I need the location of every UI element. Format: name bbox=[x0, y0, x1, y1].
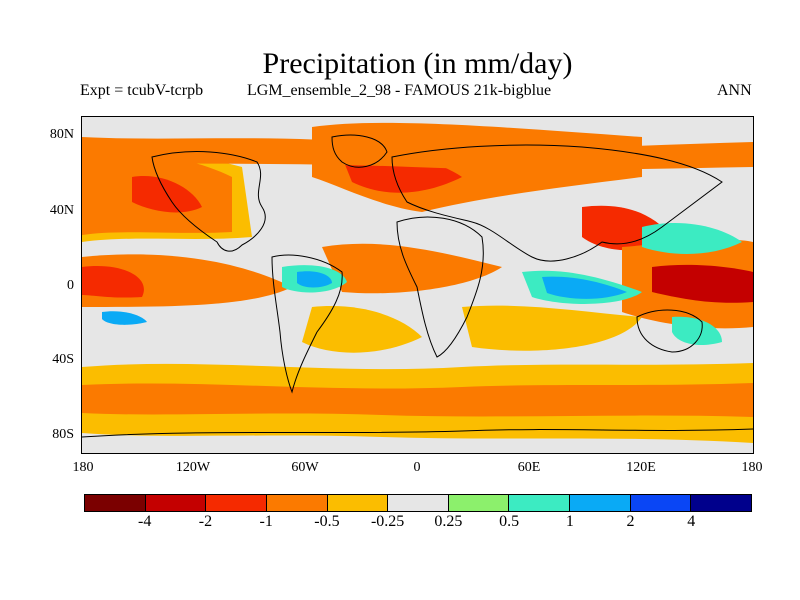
australia-outline bbox=[636, 309, 703, 353]
colorbar-tick-label: -0.25 bbox=[370, 513, 405, 530]
equatorial-atlantic-orange bbox=[322, 243, 502, 294]
colorbar-tick-label: -2 bbox=[198, 513, 213, 530]
colorbar-swatch bbox=[509, 495, 571, 511]
south-america-outline bbox=[271, 254, 343, 394]
lon-label-60e: 60E bbox=[517, 460, 541, 475]
colorbar-swatch bbox=[691, 495, 752, 511]
colorbar-tick-label: 4 bbox=[687, 513, 696, 530]
north-america-outline bbox=[151, 151, 266, 252]
lon-label-0: 0 bbox=[413, 460, 421, 475]
lon-label-60w: 60W bbox=[291, 460, 319, 475]
south-atlantic-orange bbox=[302, 306, 422, 353]
tropical-pacific-red bbox=[82, 266, 144, 298]
lat-label-0: 0 bbox=[67, 278, 74, 293]
indian-ocean-orange bbox=[462, 305, 642, 351]
colorbar-tick-label: -1 bbox=[259, 513, 273, 530]
colorbar-swatch bbox=[388, 495, 449, 511]
lon-label-120w: 120W bbox=[175, 460, 211, 475]
south-pacific-green bbox=[102, 311, 147, 325]
precipitation-map bbox=[81, 116, 754, 454]
season-label: ANN bbox=[717, 82, 752, 99]
map-title: Precipitation (in mm/day) bbox=[262, 47, 573, 80]
lat-label-80n: 80N bbox=[49, 127, 74, 142]
colorbar-swatch bbox=[85, 495, 146, 511]
colorbar-tick-label: 0.25 bbox=[434, 513, 463, 530]
colorbar-swatch bbox=[327, 495, 389, 511]
colorbar bbox=[84, 494, 752, 512]
colorbar-swatch bbox=[448, 495, 510, 511]
colorbar-tick-label: 1 bbox=[565, 513, 574, 530]
west-pacific-darkred-core bbox=[652, 264, 753, 303]
lon-label-180w: 180 bbox=[72, 460, 94, 475]
colorbar-tick-label: -0.5 bbox=[314, 513, 340, 530]
southern-ocean-red-band bbox=[82, 383, 753, 417]
colorbar-swatch bbox=[630, 495, 692, 511]
colorbar-swatch bbox=[145, 495, 207, 511]
colorbar-swatch bbox=[206, 495, 267, 511]
colorbar-tick-label: 2 bbox=[626, 513, 635, 530]
amazon-core-blue bbox=[297, 271, 332, 288]
south-indian-green bbox=[672, 316, 722, 346]
colorbar-tick-label: -4 bbox=[138, 513, 152, 530]
colorbar-swatch bbox=[266, 495, 328, 511]
north-pacific-green bbox=[642, 222, 742, 254]
lon-label-180e: 180 bbox=[741, 460, 763, 475]
subarctic-orange-belt bbox=[82, 137, 753, 170]
eurasia-outline bbox=[391, 144, 723, 262]
antarctica-outline bbox=[82, 428, 753, 438]
africa-outline bbox=[396, 216, 484, 358]
indian-ocean-core-blue bbox=[542, 276, 627, 299]
colorbar-swatch bbox=[570, 495, 631, 511]
ensemble-label: LGM_ensemble_2_98 - FAMOUS 21k-bigblue bbox=[247, 82, 552, 99]
lat-label-40s: 40S bbox=[52, 352, 74, 367]
lat-label-40n: 40N bbox=[49, 203, 74, 218]
greenland-outline bbox=[331, 134, 388, 168]
lon-label-120e: 120E bbox=[626, 460, 656, 475]
experiment-label: Expt = tcubV-tcrpb bbox=[80, 82, 204, 99]
lat-label-80s: 80S bbox=[52, 427, 74, 442]
colorbar-tick-label: 0.5 bbox=[499, 513, 520, 530]
